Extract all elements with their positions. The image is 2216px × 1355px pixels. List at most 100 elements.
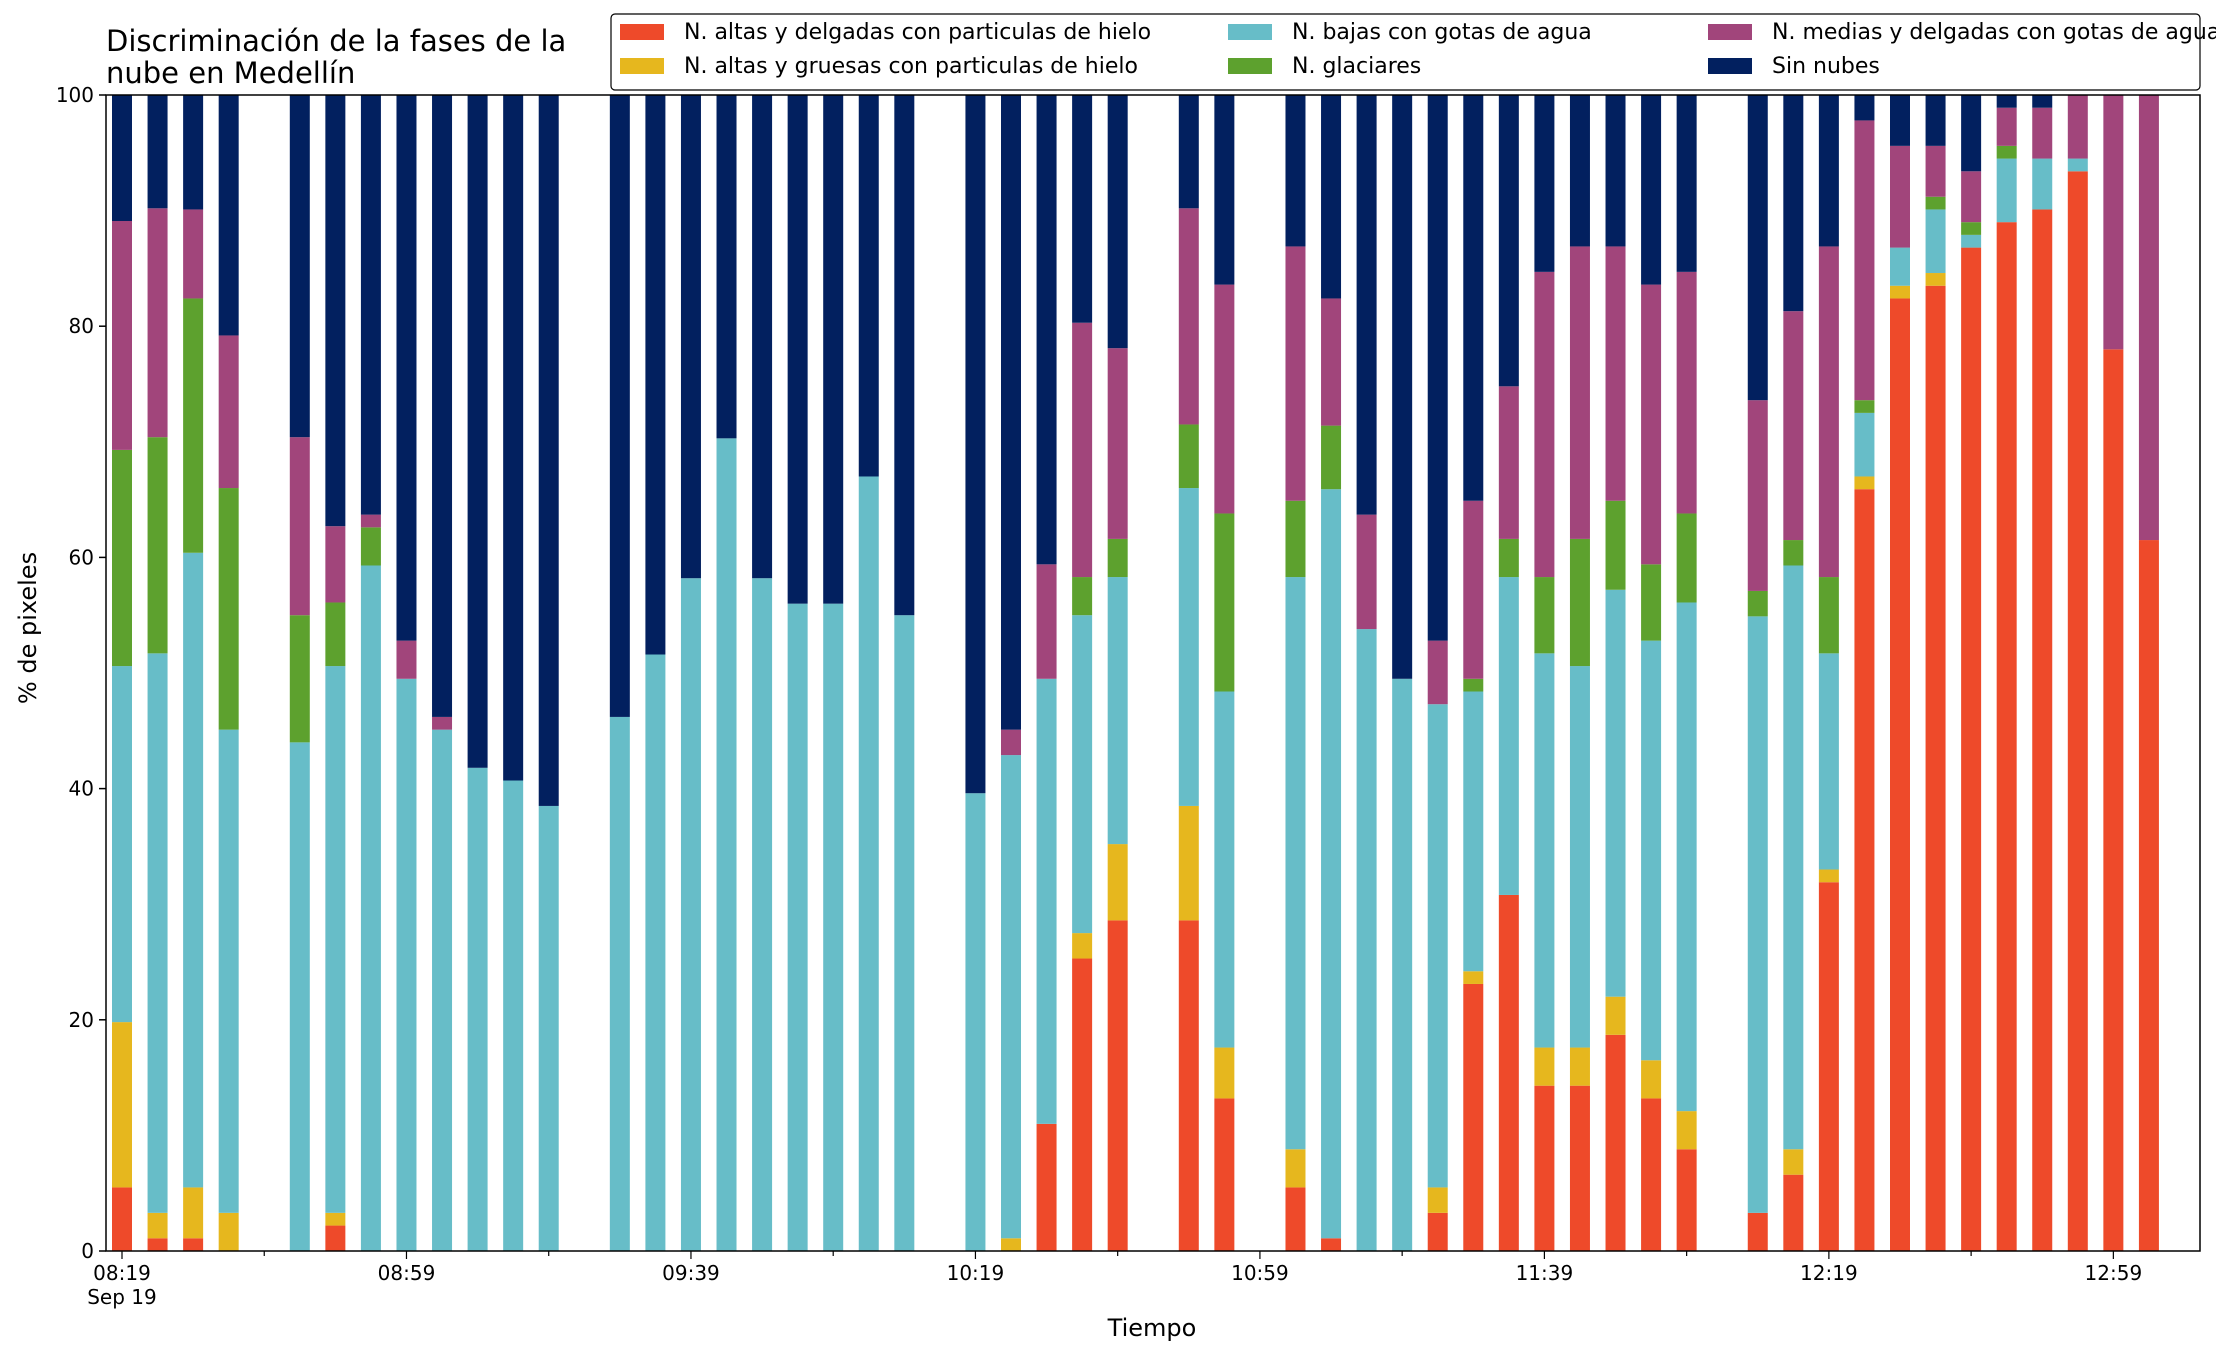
bar-segment xyxy=(432,716,453,730)
bar-segment xyxy=(1747,95,1768,401)
bar-segment xyxy=(467,95,488,768)
bar-segment xyxy=(1498,538,1519,578)
bar-segment xyxy=(1285,1149,1306,1188)
bar-segment xyxy=(112,95,132,222)
bar-segment xyxy=(360,95,381,515)
bar-segment xyxy=(1285,1187,1306,1251)
bar-segment xyxy=(1072,933,1093,959)
bar-segment xyxy=(1072,615,1093,934)
bar-segment xyxy=(1925,145,1946,197)
bar-segment xyxy=(218,95,239,336)
bar-segment xyxy=(1996,95,2017,108)
bar-segment xyxy=(1996,107,2017,146)
x-tick-label: 10:59 xyxy=(1231,1261,1289,1285)
bar-segment xyxy=(1285,95,1306,247)
bar-segment xyxy=(2032,158,2053,210)
y-tick-label: 40 xyxy=(69,777,94,801)
bar-segment xyxy=(1783,565,1804,1150)
bar-segment xyxy=(1463,678,1484,692)
bar-segment xyxy=(1783,95,1804,312)
bar-segment xyxy=(1356,95,1377,515)
bar-segment xyxy=(1925,273,1946,286)
bar-segment xyxy=(1676,95,1697,272)
y-axis-label: % de pixeles xyxy=(14,552,42,704)
y-tick-label: 20 xyxy=(69,1008,94,1032)
x-tick-label: 12:19 xyxy=(1800,1261,1858,1285)
bar-segment xyxy=(1925,209,1946,274)
bar-segment xyxy=(112,666,132,1023)
bar-segment xyxy=(609,716,630,1251)
bar-segment xyxy=(1676,513,1697,603)
bar-segment xyxy=(1285,500,1306,578)
bar-segment xyxy=(325,526,346,603)
bar-segment xyxy=(1925,285,1946,1251)
bar-segment xyxy=(1747,1212,1768,1251)
x-tick-date-label: Sep 19 xyxy=(87,1285,157,1309)
bar-segment xyxy=(1641,640,1662,1061)
bar-segment xyxy=(716,438,737,1251)
bar-segment xyxy=(1961,247,1982,1252)
legend-swatch xyxy=(1708,58,1752,74)
bar-segment xyxy=(1214,95,1235,285)
bar-segment xyxy=(396,640,417,679)
bar-segment xyxy=(1214,1098,1235,1251)
chart-title-line-1: Discriminación de la fases de la xyxy=(106,24,566,58)
legend-swatch xyxy=(620,58,664,74)
bar-segment xyxy=(787,95,808,604)
legend-swatch xyxy=(1228,58,1272,74)
legend-swatch xyxy=(1708,24,1752,40)
bar-segment xyxy=(360,527,381,566)
bar-segment xyxy=(1641,1098,1662,1251)
bar-segment xyxy=(2103,349,2124,1251)
bar-segment xyxy=(1285,246,1306,501)
legend-box xyxy=(610,13,2201,91)
bar-segment xyxy=(858,95,879,477)
bar-segment xyxy=(1001,729,1021,756)
bar-segment xyxy=(1747,590,1768,617)
bar-segment xyxy=(1001,1238,1021,1251)
legend-label: N. altas y delgadas con particulas de hi… xyxy=(684,20,1151,45)
bar-segment xyxy=(1178,805,1199,921)
bar-segment xyxy=(1890,247,1910,286)
legend-label: N. altas y gruesas con particulas de hie… xyxy=(684,54,1138,79)
bar-segment xyxy=(325,1212,346,1226)
bar-segment xyxy=(1178,920,1199,1251)
bar-segment xyxy=(1890,298,1910,1251)
bar-segment xyxy=(1072,577,1093,616)
bar-segment xyxy=(1925,95,1946,146)
bar-segment xyxy=(680,578,701,1251)
axes-layer: 0 20 40 60 80 100 08:19 08:59 09:39 10:19 10:59 11:… xyxy=(56,83,2201,1309)
bar-segment xyxy=(1996,222,2017,1251)
bar-segment xyxy=(538,95,559,806)
x-tick-label: 08:59 xyxy=(378,1261,436,1285)
bar-segment xyxy=(1001,95,1021,730)
bar-segment xyxy=(1178,424,1199,489)
bar-segment xyxy=(1427,1212,1448,1251)
bar-segment xyxy=(1961,234,1982,248)
bar-segment xyxy=(1463,691,1484,972)
bar-segment xyxy=(1285,577,1306,1150)
bar-segment xyxy=(112,221,132,450)
bar-segment xyxy=(183,1238,204,1251)
bar-segment xyxy=(1747,400,1768,591)
bar-segment xyxy=(1961,171,1982,223)
bar-segment xyxy=(1569,1047,1590,1086)
bar-segment xyxy=(2032,107,2053,159)
bar-segment xyxy=(1072,958,1093,1251)
bar-segment xyxy=(325,95,346,527)
bar-segment xyxy=(1996,158,2017,223)
y-tick-label: 100 xyxy=(56,83,94,107)
bar-segment xyxy=(1818,577,1839,654)
bar-segment xyxy=(360,565,381,1251)
bar-segment xyxy=(2103,95,2124,350)
bar-segment xyxy=(1925,196,1946,210)
bar-segment xyxy=(396,678,417,1251)
bar-segment xyxy=(2032,95,2053,108)
bar-segment xyxy=(1427,704,1448,1188)
bar-segment xyxy=(1534,577,1555,654)
bar-segment xyxy=(1214,691,1235,1048)
bar-segment xyxy=(1534,271,1555,578)
bar-segment xyxy=(1107,920,1128,1251)
bar-segment xyxy=(1569,666,1590,1048)
bar-segment xyxy=(1107,538,1128,578)
